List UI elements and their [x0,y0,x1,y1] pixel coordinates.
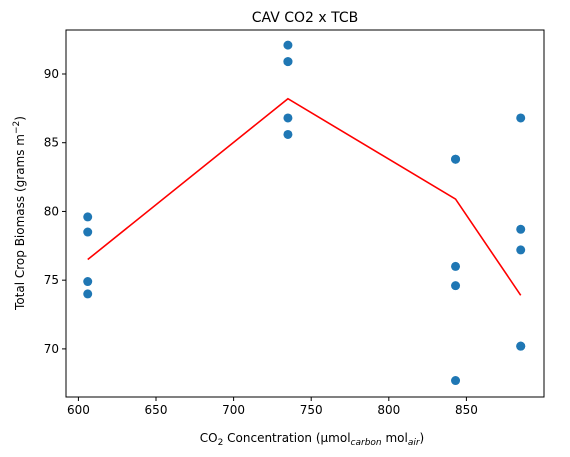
scatter-point [283,40,293,50]
scatter-point [451,376,461,386]
scatter-point [516,341,526,351]
x-axis-label: CO2 Concentration (μmolcarbon molair) [200,431,424,448]
chart-title: CAV CO2 x TCB [252,10,358,26]
scatter-point [83,212,93,222]
y-tick-label: 70 [44,342,59,356]
y-tick-label: 90 [44,67,59,81]
x-tick-label: 700 [222,403,245,417]
x-tick-label: 850 [455,403,478,417]
x-tick-label: 650 [145,403,168,417]
y-tick-label: 85 [44,136,59,150]
x-tick-label: 800 [377,403,400,417]
plot-frame [65,29,545,398]
scatter-point [451,154,461,164]
scatter-point [283,57,293,67]
scatter-points [83,40,526,386]
y-axis-label: Total Crop Biomass (grams m−2) [12,116,27,311]
scatter-point [451,281,461,291]
scatter-point [516,245,526,255]
scatter-point [516,113,526,123]
scatter-point [283,113,293,123]
scatter-point [83,289,93,299]
scatter-point [516,224,526,234]
x-tick-label: 750 [300,403,323,417]
scatter-point [83,277,93,287]
y-tick-label: 80 [44,204,59,218]
scatter-point [451,261,461,271]
series-line [87,97,522,296]
y-axis: 70 75 80 85 90 [44,67,66,356]
y-tick-label: 75 [44,273,59,287]
scatter-point [83,227,93,237]
x-tick-label: 600 [67,403,90,417]
x-axis: 600 650 700 750 800 850 [67,397,478,417]
scatter-point [283,129,293,139]
